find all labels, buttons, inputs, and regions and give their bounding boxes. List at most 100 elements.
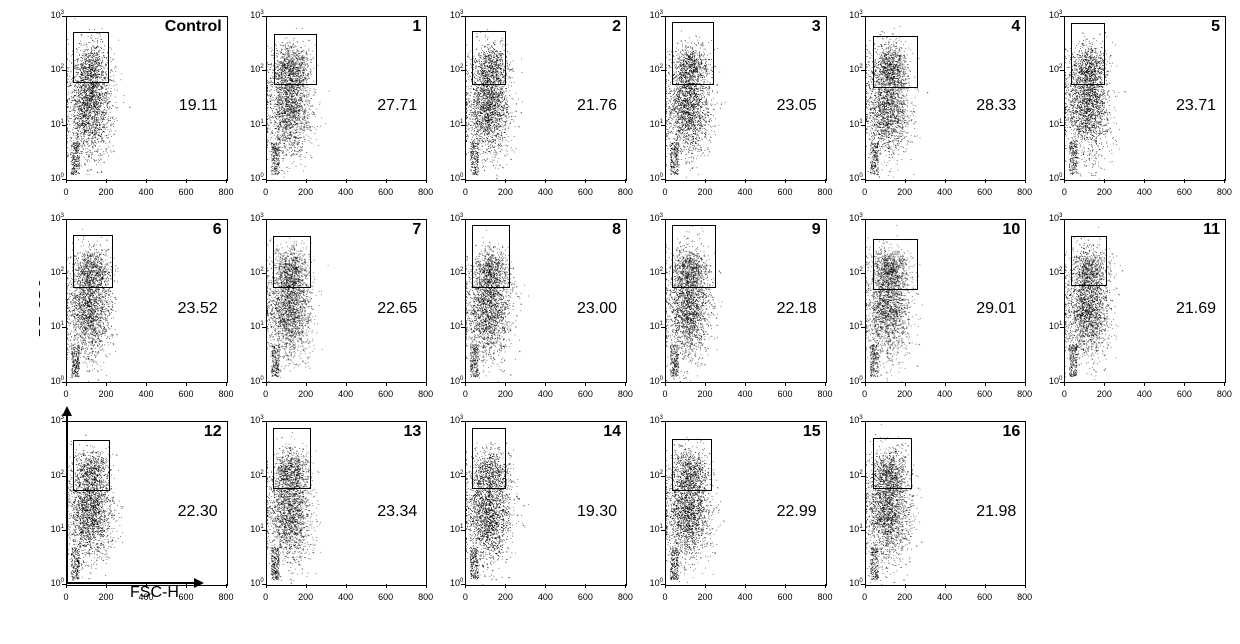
gate-region (273, 428, 311, 489)
gated-percentage: 23.71 (1176, 97, 1216, 115)
y-tick-label: 101 (1038, 119, 1062, 129)
x-tick-label: 200 (1097, 187, 1112, 197)
y-tick-label: 100 (40, 173, 64, 183)
x-tick-label: 600 (578, 389, 593, 399)
y-tick-label: 102 (839, 64, 863, 74)
y-tick-label: 100 (240, 376, 264, 386)
x-tick-label: 0 (862, 389, 867, 399)
x-tick-label: 800 (418, 592, 433, 602)
y-tick-label: 100 (240, 173, 264, 183)
y-tick-label: 102 (40, 267, 64, 277)
gated-percentage: 22.18 (777, 300, 817, 318)
y-tick-label: 101 (40, 119, 64, 129)
x-tick-label: 400 (937, 389, 952, 399)
y-tick-label: 103 (1038, 10, 1062, 20)
gated-percentage: 22.65 (377, 300, 417, 318)
panel-label: 14 (603, 423, 621, 441)
y-tick-label: 102 (639, 470, 663, 480)
y-tick-label: 102 (439, 267, 463, 277)
panel-label: 3 (812, 18, 821, 36)
panel-label: 15 (803, 423, 821, 441)
y-tick-label: 100 (439, 578, 463, 588)
gate-region (1071, 23, 1105, 86)
y-tick-label: 101 (40, 524, 64, 534)
y-tick-label: 102 (839, 470, 863, 480)
facs-panel: 323.051001011021030200400600800 (639, 8, 831, 203)
gate-region (472, 31, 506, 86)
y-tick-label: 101 (439, 524, 463, 534)
panel-grid: Control19.111001011021030200400600800127… (40, 8, 1230, 608)
gate-region (73, 32, 109, 83)
x-tick-label: 800 (1217, 187, 1232, 197)
gate-region (73, 440, 110, 491)
gate-region (274, 34, 317, 85)
y-tick-label: 103 (839, 415, 863, 425)
x-tick-label: 800 (418, 187, 433, 197)
gated-percentage: 23.00 (577, 300, 617, 318)
y-tick-label: 103 (839, 10, 863, 20)
panel-label: 10 (1003, 221, 1021, 239)
x-tick-label: 400 (737, 187, 752, 197)
y-tick-label: 102 (40, 470, 64, 480)
x-tick-label: 600 (578, 592, 593, 602)
x-tick-label: 0 (1062, 389, 1067, 399)
y-tick-label: 103 (40, 415, 64, 425)
x-tick-label: 600 (977, 187, 992, 197)
y-tick-label: 101 (639, 321, 663, 331)
x-tick-label: 400 (737, 592, 752, 602)
facs-panel: 1621.981001011021030200400600800 (839, 413, 1031, 608)
x-tick-label: 600 (977, 592, 992, 602)
x-tick-label: 400 (538, 389, 553, 399)
facs-panel: 523.711001011021030200400600800 (1038, 8, 1230, 203)
y-tick-label: 103 (639, 213, 663, 223)
x-tick-label: 0 (1062, 187, 1067, 197)
gated-percentage: 19.11 (179, 97, 218, 115)
x-tick-label: 200 (98, 389, 113, 399)
y-tick-label: 103 (40, 213, 64, 223)
x-tick-label: 600 (378, 187, 393, 197)
y-tick-label: 103 (639, 415, 663, 425)
y-tick-label: 100 (639, 578, 663, 588)
gate-region (873, 438, 912, 489)
y-tick-label: 103 (439, 213, 463, 223)
gated-percentage: 23.52 (178, 300, 218, 318)
gated-percentage: 19.30 (577, 503, 617, 521)
x-tick-label: 0 (463, 592, 468, 602)
panel-label: Control (165, 18, 222, 36)
x-tick-label: 0 (862, 592, 867, 602)
panel-label: 7 (412, 221, 421, 239)
facs-panel: 1419.301001011021030200400600800 (439, 413, 631, 608)
panel-label: 6 (213, 221, 222, 239)
x-tick-label: 800 (1017, 592, 1032, 602)
y-tick-label: 102 (240, 267, 264, 277)
gated-percentage: 21.69 (1176, 300, 1216, 318)
x-tick-label: 800 (817, 389, 832, 399)
y-tick-label: 103 (439, 10, 463, 20)
panel-label: 13 (404, 423, 422, 441)
x-tick-label: 800 (218, 389, 233, 399)
y-tick-label: 102 (1038, 64, 1062, 74)
y-tick-label: 102 (439, 64, 463, 74)
facs-panel: 1222.301001011021030200400600800 (40, 413, 232, 608)
x-tick-label: 0 (63, 592, 68, 602)
y-tick-label: 103 (240, 415, 264, 425)
x-tick-label: 800 (1017, 187, 1032, 197)
x-tick-label: 0 (662, 389, 667, 399)
y-tick-label: 102 (639, 64, 663, 74)
x-tick-label: 200 (697, 187, 712, 197)
x-tick-label: 200 (498, 187, 513, 197)
x-tick-label: 600 (378, 389, 393, 399)
y-tick-label: 102 (839, 267, 863, 277)
x-tick-label: 200 (298, 187, 313, 197)
x-tick-label: 400 (937, 187, 952, 197)
y-tick-label: 101 (439, 119, 463, 129)
x-tick-label: 600 (178, 187, 193, 197)
y-tick-label: 100 (839, 173, 863, 183)
gate-region (873, 36, 918, 87)
y-tick-label: 100 (639, 173, 663, 183)
x-tick-label: 400 (937, 592, 952, 602)
y-tick-label: 103 (1038, 213, 1062, 223)
facs-panel: 1029.011001011021030200400600800 (839, 211, 1031, 406)
x-tick-label: 600 (178, 592, 193, 602)
y-tick-label: 102 (639, 267, 663, 277)
